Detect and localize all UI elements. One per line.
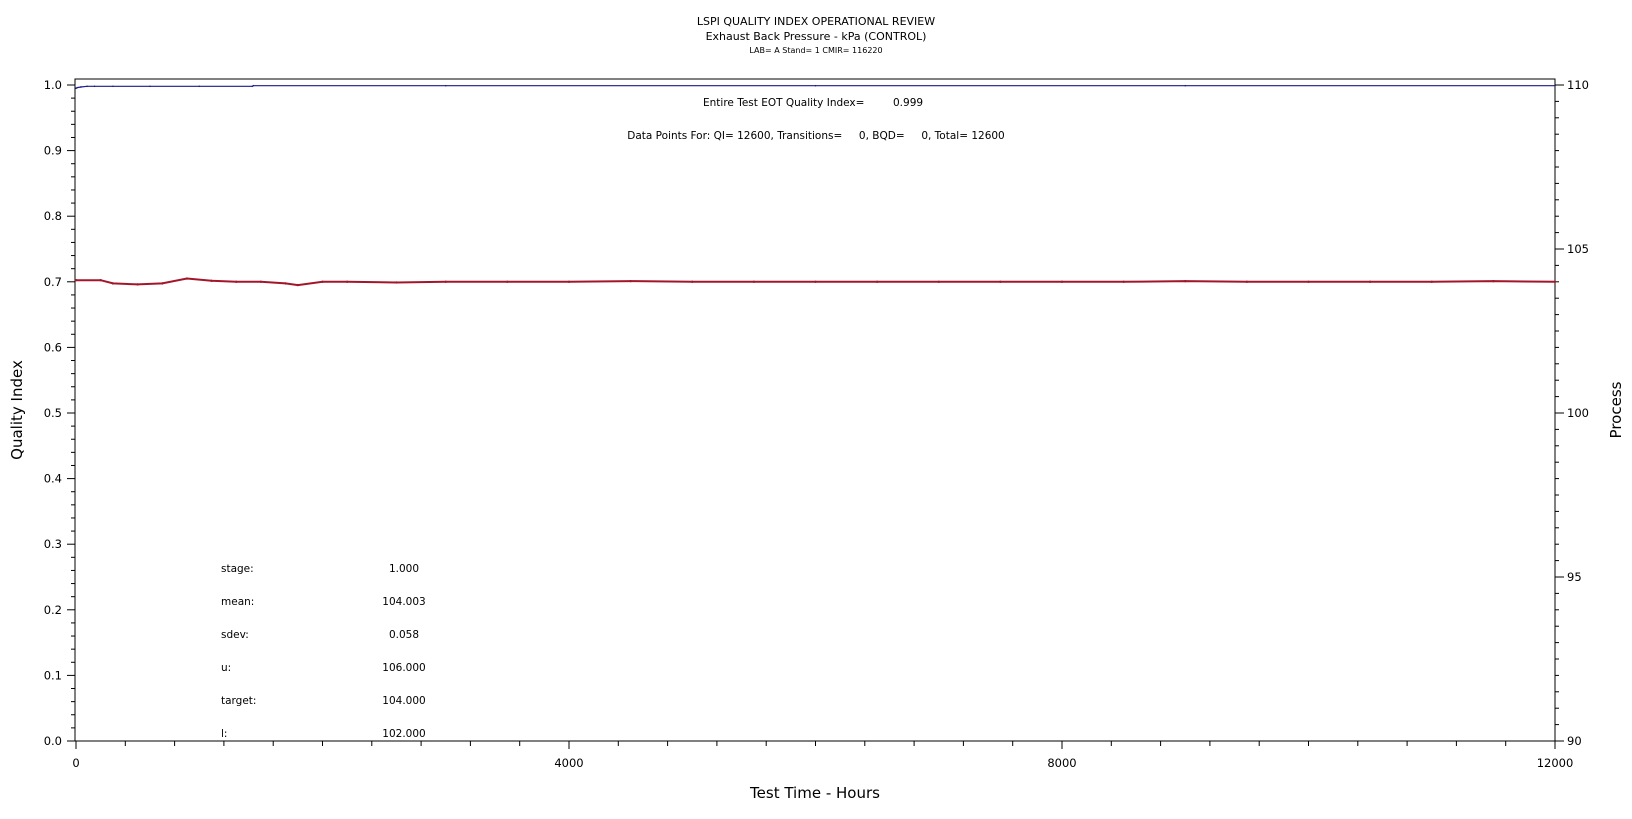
process-point (875, 280, 879, 283)
y2-tick-label: 110 (1567, 78, 1589, 92)
process-point (752, 280, 756, 283)
process-point (395, 281, 398, 284)
process-point (1368, 280, 1372, 283)
y-tick-label: 0.5 (44, 406, 62, 420)
y-tick-label: 0.0 (44, 734, 62, 748)
quality-index-point (75, 87, 77, 90)
quality-index-series-line (75, 85, 1555, 89)
stat-value-l: 102.000 (382, 728, 425, 740)
stat-label-target: target: (221, 695, 256, 707)
stats-table: stage: 1.000 mean: 104.003 sdev: 0.058 u… (221, 563, 426, 740)
y2-tick-label: 90 (1567, 734, 1582, 748)
y2-tick-label: 105 (1567, 242, 1589, 256)
y-tick-label: 0.7 (44, 275, 62, 289)
y-tick-label: 0.1 (44, 668, 62, 682)
y-tick-label: 0.8 (44, 209, 62, 223)
stat-label-l: l: (221, 728, 227, 740)
stat-label-stage: stage: (221, 563, 254, 575)
quality-index-point (1184, 84, 1187, 87)
left-axis: 0.0 0.1 0.2 0.3 0.4 0.5 0.6 0.7 0.8 0.9 1.0 (44, 78, 75, 748)
chart-subtitle: Exhaust Back Pressure - kPa (CONTROL) (706, 30, 927, 43)
y-tick-label: 0.2 (44, 603, 62, 617)
process-point (1430, 280, 1433, 283)
quality-index-point (198, 85, 201, 88)
process-point (1553, 280, 1557, 283)
eot-label: Entire Test EOT Quality Index= (703, 97, 864, 109)
x-axis-label: Test Time - Hours (749, 784, 880, 802)
process-point (814, 280, 817, 283)
process-point (1492, 279, 1495, 283)
quality-index-point (251, 85, 254, 88)
process-point (1307, 280, 1310, 283)
y2-axis-label: Process (1607, 381, 1625, 438)
process-point (296, 283, 300, 287)
datapoints-annotation: Data Points For: QI= 12600, Transitions=… (627, 130, 1005, 142)
y-axis-label: Quality Index (8, 360, 26, 460)
process-point (321, 280, 324, 283)
y-tick-label: 1.0 (44, 78, 62, 92)
quality-index-point (444, 84, 447, 87)
quality-index-point (80, 86, 82, 88)
process-point (235, 280, 238, 283)
eot-value: 0.999 (893, 97, 923, 109)
process-point (345, 280, 349, 283)
process-point (1122, 280, 1125, 283)
stat-label-u: u: (221, 662, 231, 674)
bottom-axis: 0 4000 8000 12000 (72, 741, 1573, 770)
process-point (161, 282, 164, 285)
y2-tick-label: 100 (1567, 406, 1589, 420)
stat-value-mean: 104.003 (382, 596, 425, 608)
process-point (567, 280, 571, 283)
process-point (111, 282, 115, 285)
chart-subsubtitle: LAB= A Stand= 1 CMIR= 116220 (749, 46, 882, 55)
y-tick-label: 0.6 (44, 340, 62, 354)
x-tick-label: 12000 (1537, 756, 1574, 770)
stat-value-u: 106.000 (382, 662, 425, 674)
process-point (99, 278, 102, 282)
series-layer (74, 84, 1557, 287)
stat-value-sdev: 0.058 (389, 629, 419, 641)
x-tick-label: 0 (72, 756, 79, 770)
x-tick-label: 8000 (1047, 756, 1076, 770)
process-point (259, 280, 263, 283)
process-point (444, 280, 447, 283)
process-point (1060, 280, 1064, 283)
process-point (506, 280, 509, 283)
stat-value-target: 104.000 (382, 695, 425, 707)
x-tick-label: 4000 (554, 756, 583, 770)
process-point (691, 280, 694, 283)
process-point (1184, 279, 1187, 283)
process-point (185, 277, 189, 280)
right-axis: 90 95 100 105 110 (1555, 78, 1589, 748)
process-point (999, 280, 1002, 283)
quality-index-point (814, 84, 817, 87)
process-point (136, 283, 139, 286)
stat-value-stage: 1.000 (389, 563, 419, 575)
process-point (1245, 280, 1249, 283)
process-point (284, 282, 287, 285)
quality-index-point (112, 85, 114, 88)
stat-label-mean: mean: (221, 596, 254, 608)
y-tick-label: 0.9 (44, 144, 62, 158)
process-point (937, 280, 940, 283)
quality-index-point (93, 85, 96, 88)
y-tick-label: 0.4 (44, 472, 62, 486)
chart-title: LSPI QUALITY INDEX OPERATIONAL REVIEW (697, 15, 935, 28)
quality-index-point (252, 84, 255, 87)
stat-label-sdev: sdev: (221, 629, 249, 641)
y2-tick-label: 95 (1567, 570, 1582, 584)
y-tick-label: 0.3 (44, 537, 62, 551)
quality-index-point (1554, 84, 1556, 87)
quality-index-point (86, 85, 88, 88)
quality-index-point (149, 85, 151, 88)
plot-frame (74, 78, 1556, 742)
process-point (210, 279, 213, 283)
quality-index-point (76, 86, 79, 89)
process-point (74, 278, 78, 282)
process-point (629, 279, 632, 283)
